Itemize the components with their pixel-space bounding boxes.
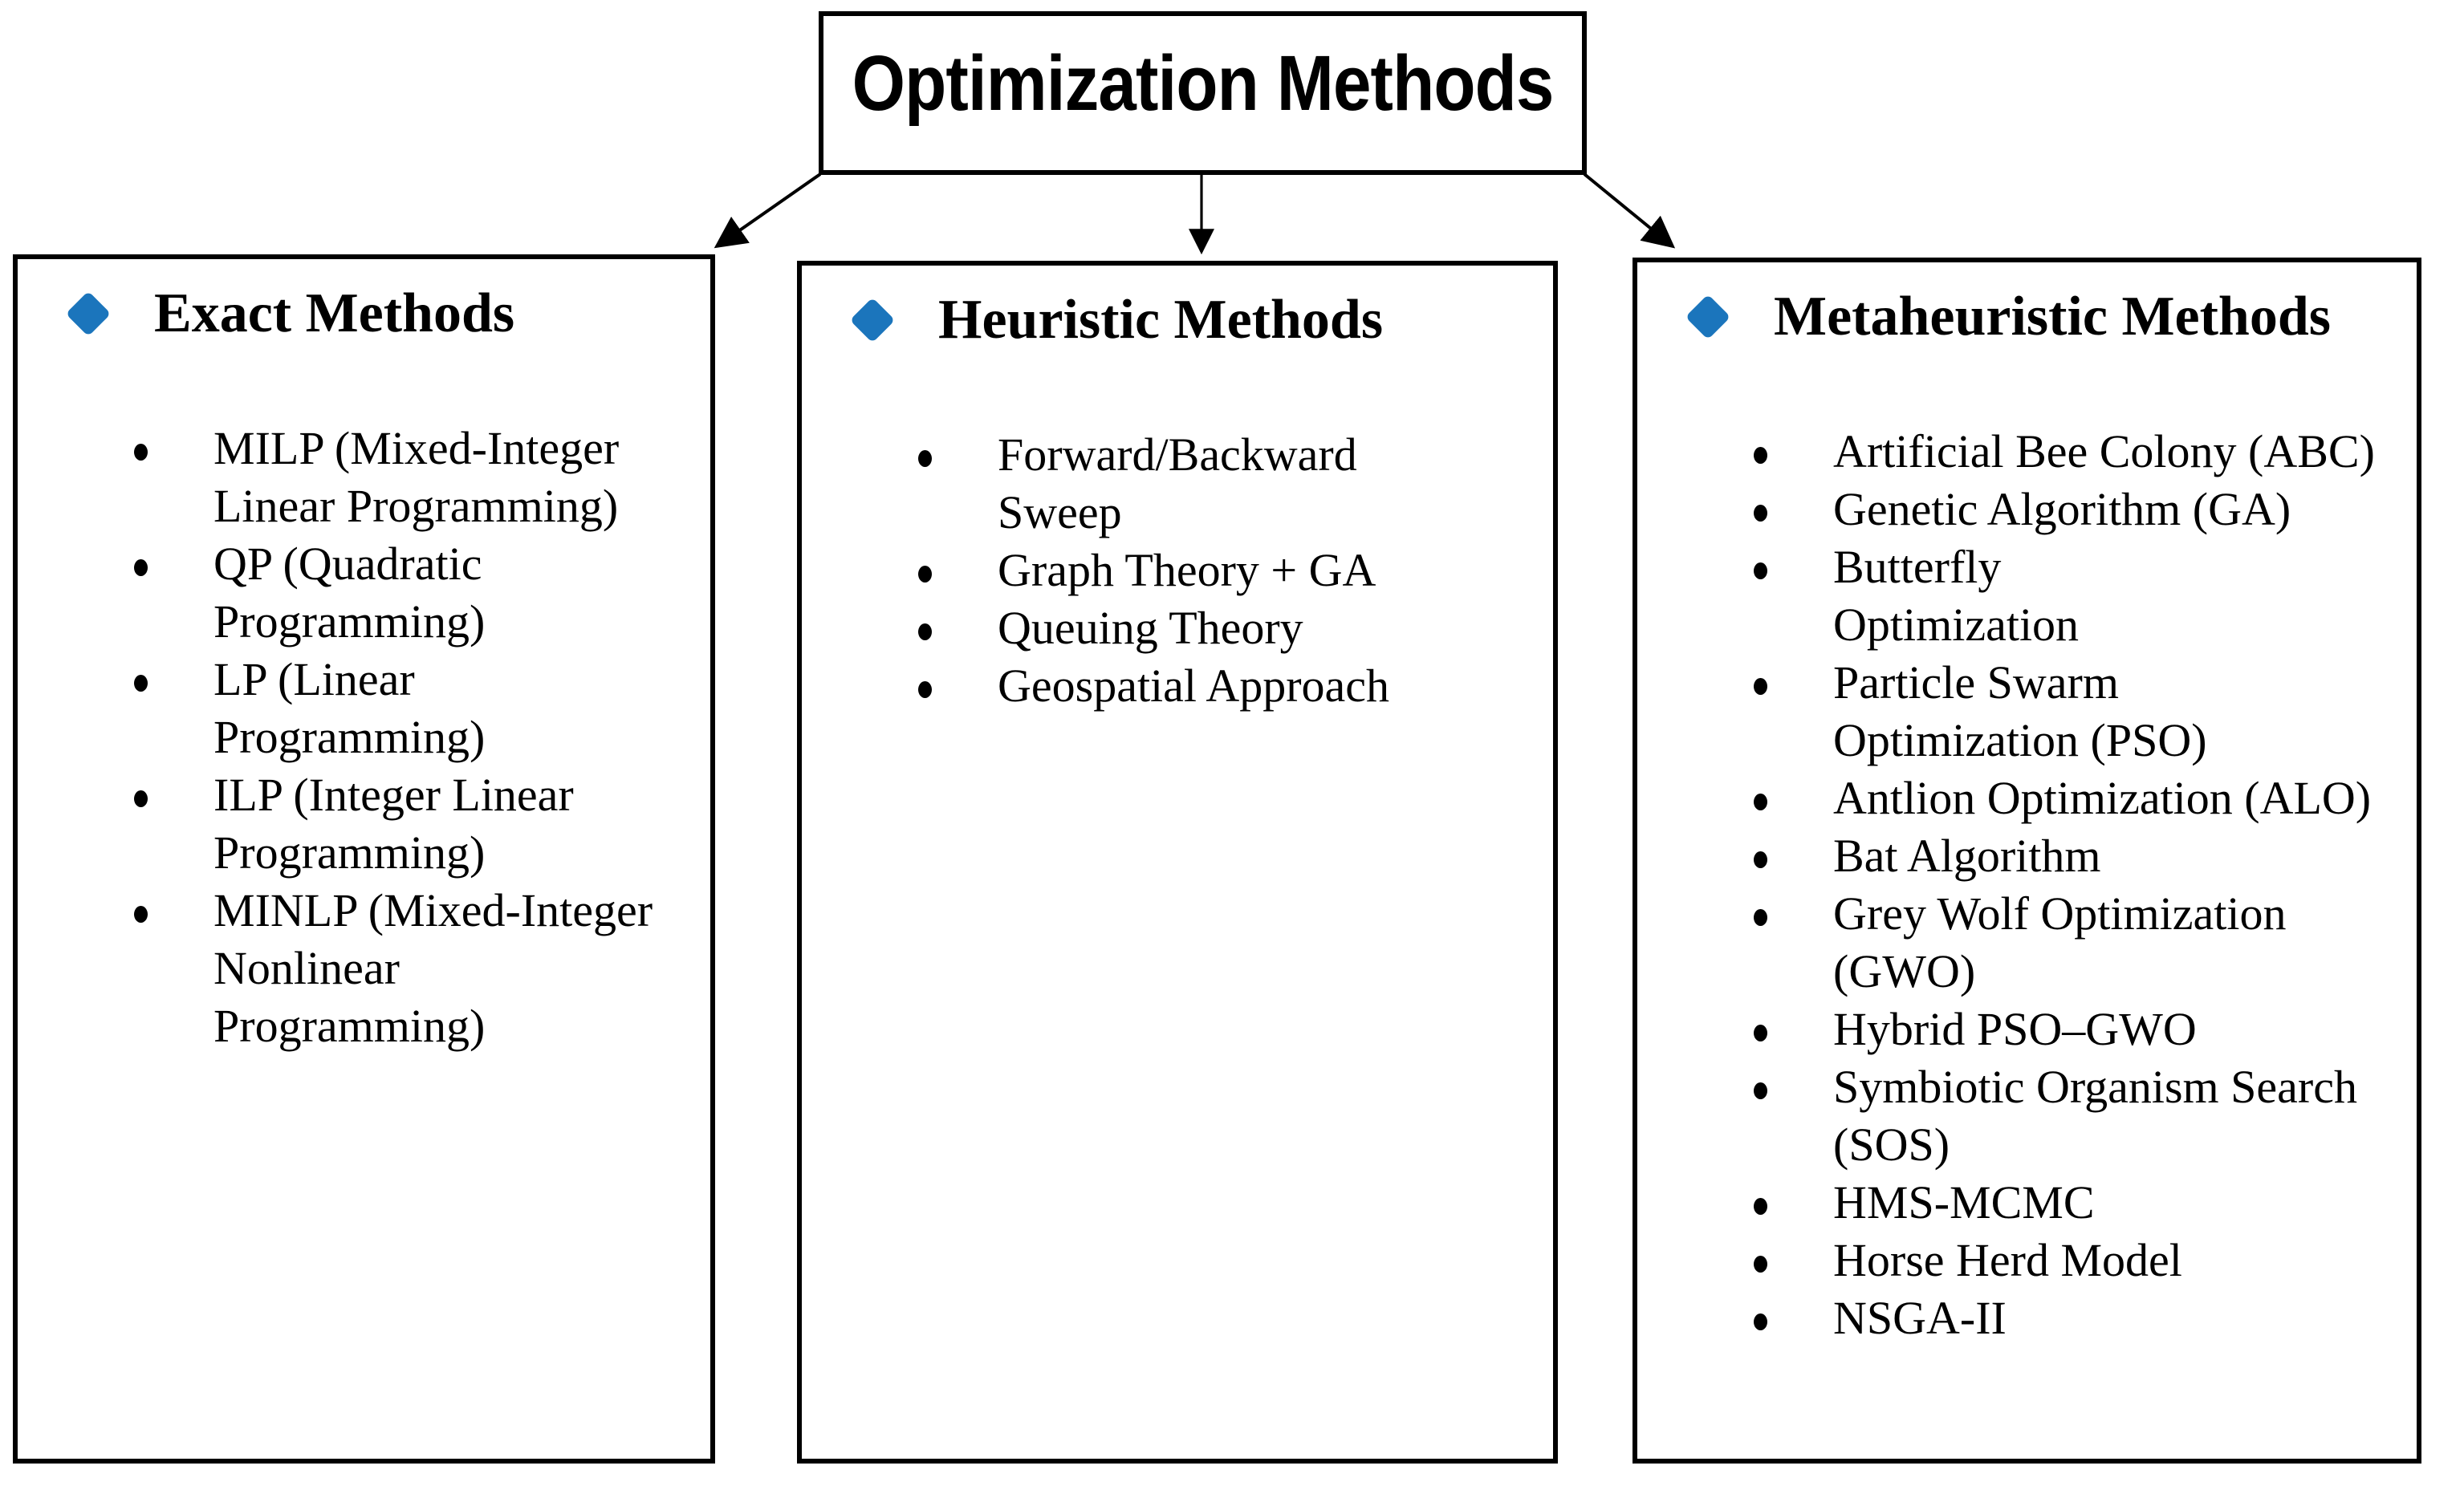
list-item-text: QP (Quadratic Programming) [213,538,486,648]
list-item-text: ILP (Integer Linear Programming) [213,769,574,879]
list-item: Genetic Algorithm (GA) [1754,481,2417,538]
list-item: Butterfly Optimization [1754,538,2417,654]
list-item: Forward/Backward Sweep [918,426,1553,542]
list-item-text: HMS-MCMC [1833,1176,2095,1228]
list-item: LP (Linear Programming) [134,651,710,766]
exact-methods-box: Exact Methods MILP (Mixed-Integer Linear… [13,254,715,1464]
list-item-text: Symbiotic Organism Search (SOS) [1833,1061,2357,1171]
bullet-dot-icon [134,444,148,461]
bullet-dot-icon [1754,678,1767,695]
list-item-text: Queuing Theory [998,602,1303,654]
metaheuristic-methods-list: Artificial Bee Colony (ABC) Genetic Algo… [1637,423,2417,1347]
list-item: QP (Quadratic Programming) [134,535,710,651]
list-item-text: Horse Herd Model [1833,1234,2182,1286]
bullet-dot-icon [1754,1198,1767,1215]
list-item: Hybrid PSO–GWO [1754,1001,2417,1058]
heuristic-methods-box: Heuristic Methods Forward/Backward Sweep… [797,261,1558,1464]
column-header-exact-methods: Exact Methods [154,282,515,344]
heuristic-methods-header: Heuristic Methods [802,286,1553,354]
list-item: MINLP (Mixed-Integer Nonlinear Programmi… [134,882,710,1055]
list-item-text: Forward/Backward Sweep [998,428,1357,538]
list-item: Bat Algorithm [1754,827,2417,885]
list-item: NSGA-II [1754,1289,2417,1347]
bullet-dot-icon [918,623,932,640]
list-item: Horse Herd Model [1754,1232,2417,1289]
bullet-dot-icon [918,566,932,583]
metaheuristic-methods-box: Metaheuristic Methods Artificial Bee Col… [1633,258,2421,1464]
list-item-text: MINLP (Mixed-Integer Nonlinear Programmi… [213,884,653,1052]
bullet-dot-icon [134,559,148,576]
root-node-optimization-methods: Optimization Methods [819,11,1587,175]
bullet-dot-icon [1754,909,1767,926]
bullet-dot-icon [1754,447,1767,464]
exact-methods-list: MILP (Mixed-Integer Linear Programming) … [18,420,710,1055]
arrow-to-metaheuristic-methods [1583,173,1676,249]
bullet-dot-icon [1754,1313,1767,1330]
list-item: Grey Wolf Optimization (GWO) [1754,885,2417,1001]
diamond-icon [65,290,112,337]
list-item: Particle Swarm Optimization (PSO) [1754,654,2417,769]
bullet-dot-icon [134,675,148,692]
list-item-text: Genetic Algorithm (GA) [1833,483,2291,535]
list-item: HMS-MCMC [1754,1174,2417,1232]
list-item: Geospatial Approach [918,657,1553,715]
list-item: MILP (Mixed-Integer Linear Programming) [134,420,710,535]
bullet-dot-icon [1754,1256,1767,1273]
bullet-dot-icon [134,906,148,923]
bullet-dot-icon [918,681,932,698]
bullet-dot-icon [1754,562,1767,579]
list-item: Graph Theory + GA [918,542,1553,599]
bullet-dot-icon [1754,851,1767,868]
list-item: Queuing Theory [918,599,1553,657]
list-item: Antlion Optimization (ALO) [1754,769,2417,827]
diagram-title: Optimization Methods [852,39,1555,127]
list-item-text: Antlion Optimization (ALO) [1833,772,2372,824]
bullet-dot-icon [1754,1025,1767,1041]
arrow-to-exact-methods [714,173,822,249]
bullet-dot-icon [918,450,932,467]
bullet-dot-icon [1754,1082,1767,1099]
list-item: ILP (Integer Linear Programming) [134,766,710,882]
list-item-text: Butterfly Optimization [1833,541,2080,651]
bullet-dot-icon [1754,794,1767,810]
exact-methods-header: Exact Methods [18,280,710,347]
diamond-icon [849,297,896,343]
list-item: Symbiotic Organism Search (SOS) [1754,1058,2417,1174]
heuristic-methods-list: Forward/Backward Sweep Graph Theory + GA… [802,426,1553,715]
column-header-metaheuristic-methods: Metaheuristic Methods [1774,286,2332,347]
list-item-text: LP (Linear Programming) [213,653,486,763]
diamond-icon [1685,294,1731,340]
list-item: Artificial Bee Colony (ABC) [1754,423,2417,481]
bullet-dot-icon [134,790,148,807]
metaheuristic-methods-header: Metaheuristic Methods [1637,283,2417,351]
list-item-text: Particle Swarm Optimization (PSO) [1833,656,2207,766]
list-item-text: MILP (Mixed-Integer Linear Programming) [213,422,620,532]
list-item-text: Bat Algorithm [1833,830,2101,882]
list-item-text: Geospatial Approach [998,660,1390,712]
list-item-text: NSGA-II [1833,1292,2007,1344]
list-item-text: Artificial Bee Colony (ABC) [1833,425,2375,477]
bullet-dot-icon [1754,505,1767,522]
list-item-text: Grey Wolf Optimization (GWO) [1833,887,2287,997]
column-header-heuristic-methods: Heuristic Methods [938,289,1384,351]
list-item-text: Hybrid PSO–GWO [1833,1003,2197,1055]
list-item-text: Graph Theory + GA [998,544,1376,596]
